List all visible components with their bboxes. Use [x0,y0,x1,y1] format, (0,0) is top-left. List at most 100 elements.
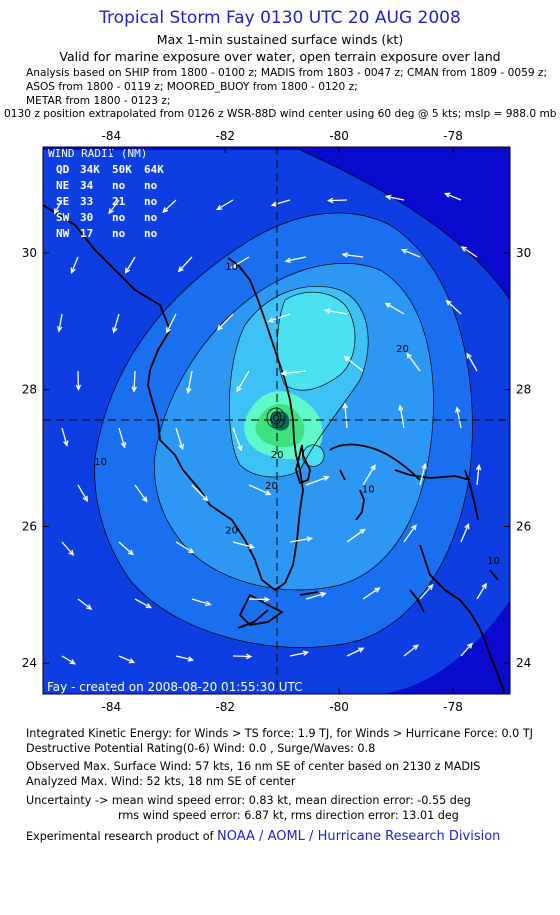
wind-radii-cell: no [144,195,158,208]
analyzed-line: Analyzed Max. Wind: 52 kts, 18 nm SE of … [26,775,296,788]
wind-vector [112,313,120,334]
y-tick-label: 24 [22,656,37,670]
analysis-line-2: ASOS from 1800 - 0119 z; MOORED_BUOY fro… [26,81,358,93]
uncertainty-line-1: Uncertainty -> mean wind speed error: 0.… [26,794,471,807]
wind-vector [443,192,462,201]
x-tick-label: -80 [329,700,349,714]
wind-field: 10 20 20 20 20 10 10 10 WIND RADII (NM) QD 34K 50… [43,147,510,694]
contour-label: 20 [396,344,409,355]
wind-vector [175,541,195,554]
wind-vector [327,197,348,204]
wind-vector [166,313,177,334]
y-tick-label: 24 [516,656,531,670]
wind-vector [177,256,193,273]
wind-radii-cell: 34 [80,179,94,192]
wind-vector [230,256,250,269]
x-tick-label: -84 [102,130,122,143]
wind-vector [162,199,177,214]
wind-vector [445,299,462,315]
wind-vector [70,256,79,274]
x-tick-label: -80 [329,130,349,143]
isotach-band-c5 [277,292,356,391]
contour-label: 10 [487,556,500,567]
wind-vector [232,541,256,549]
wind-radii-cell: 33 [80,195,93,208]
wind-vector [248,596,271,603]
wind-radii-cell: no [144,227,158,240]
wind-vector [134,598,153,609]
credit-text: Fay - created on 2008-08-20 01:55:30 UTC [47,680,303,694]
x-tick-label: -84 [102,700,122,714]
wind-radii-cell: no [112,211,126,224]
wind-radii-cell: no [112,227,126,240]
wind-vector [475,463,482,486]
wind-vector [134,484,148,503]
wind-vector [280,370,307,376]
wind-vector [232,653,253,660]
wind-vector [61,655,76,665]
plot-frame [42,146,511,695]
wind-vector [385,194,405,201]
wind-vector [419,462,427,486]
wind-vector [403,644,419,657]
wind-vector [398,404,405,429]
wind-vector [305,475,330,486]
product-prefix: Experimental research product of [26,830,218,843]
wind-vector [236,370,250,393]
wind-vector [323,308,348,315]
contour-label: 10 [94,457,107,468]
contour-label: 20 [225,525,238,536]
wind-vector [118,655,136,664]
chart-subtitle: Max 1-min sustained surface winds (kt) [156,32,404,47]
wind-vector [362,587,381,600]
wind-vector [460,642,473,657]
valid-note: Valid for marine exposure over water, op… [59,49,501,64]
x-tick-label: -78 [443,130,463,143]
wind-radii-column: 64K [144,163,164,176]
wind-vector [232,427,243,452]
product-credit: Experimental research product of NOAA / … [26,829,500,844]
x-tick-label: -82 [215,700,235,714]
wind-vector [191,484,209,502]
wind-vector [400,248,421,258]
wind-radii-cell: 21 [112,195,126,208]
wind-vector [346,528,366,543]
isotach-lines [94,149,510,648]
y-tick-label: 30 [516,246,531,260]
wind-vector [53,199,63,215]
wind-vector [270,199,291,207]
wind-analysis-map: 10 20 20 20 20 10 10 10 WIND RADII (NM) QD 34K 50… [22,130,532,714]
wind-radii-cell: NE [56,179,69,192]
analysis-line-1: Analysis based on SHIP from 1800 - 0100 … [26,67,548,79]
wind-vector [460,522,470,543]
position-line: 0130 z position extrapolated from 0126 z… [4,108,557,120]
wind-vector [419,583,434,600]
wind-vector [108,199,120,215]
wind-vector [284,256,307,264]
wind-vector [75,370,82,391]
wind-radii-column: 34K [80,163,100,176]
wind-vector [455,406,462,429]
wind-radii-cell: no [144,211,158,224]
ike-line: Integrated Kinetic Energy: for Winds > T… [26,727,533,740]
hrd-link[interactable]: NOAA / AOML / Hurricane Research Divisio… [217,829,501,844]
wind-vector [175,655,195,662]
wind-vector [77,598,93,610]
wind-vector [406,352,421,372]
y-tick-label: 26 [516,519,531,533]
wind-vector [61,427,69,447]
wind-radii-cell: 30 [80,211,93,224]
wind-radii-cell: SW [56,211,70,224]
contour-label: 20 [271,450,284,461]
observed-line: Observed Max. Surface Wind: 57 kts, 16 n… [26,760,481,773]
wind-radii-column: 50K [112,163,132,176]
axis-ticks: -84 -84 -82 -82 -80 -80 -78 -78 24 24 26 26 28 28 30 30 [22,130,532,714]
wind-radii-cell: 17 [80,227,93,240]
wind-vector [289,536,314,543]
wind-vector [248,484,272,496]
wind-vector [215,199,234,211]
y-tick-label: 30 [22,246,37,260]
dpr-line: Destructive Potential Rating(0-6) Wind: … [26,742,376,755]
wind-vector [118,427,127,449]
wind-vector [175,427,184,451]
